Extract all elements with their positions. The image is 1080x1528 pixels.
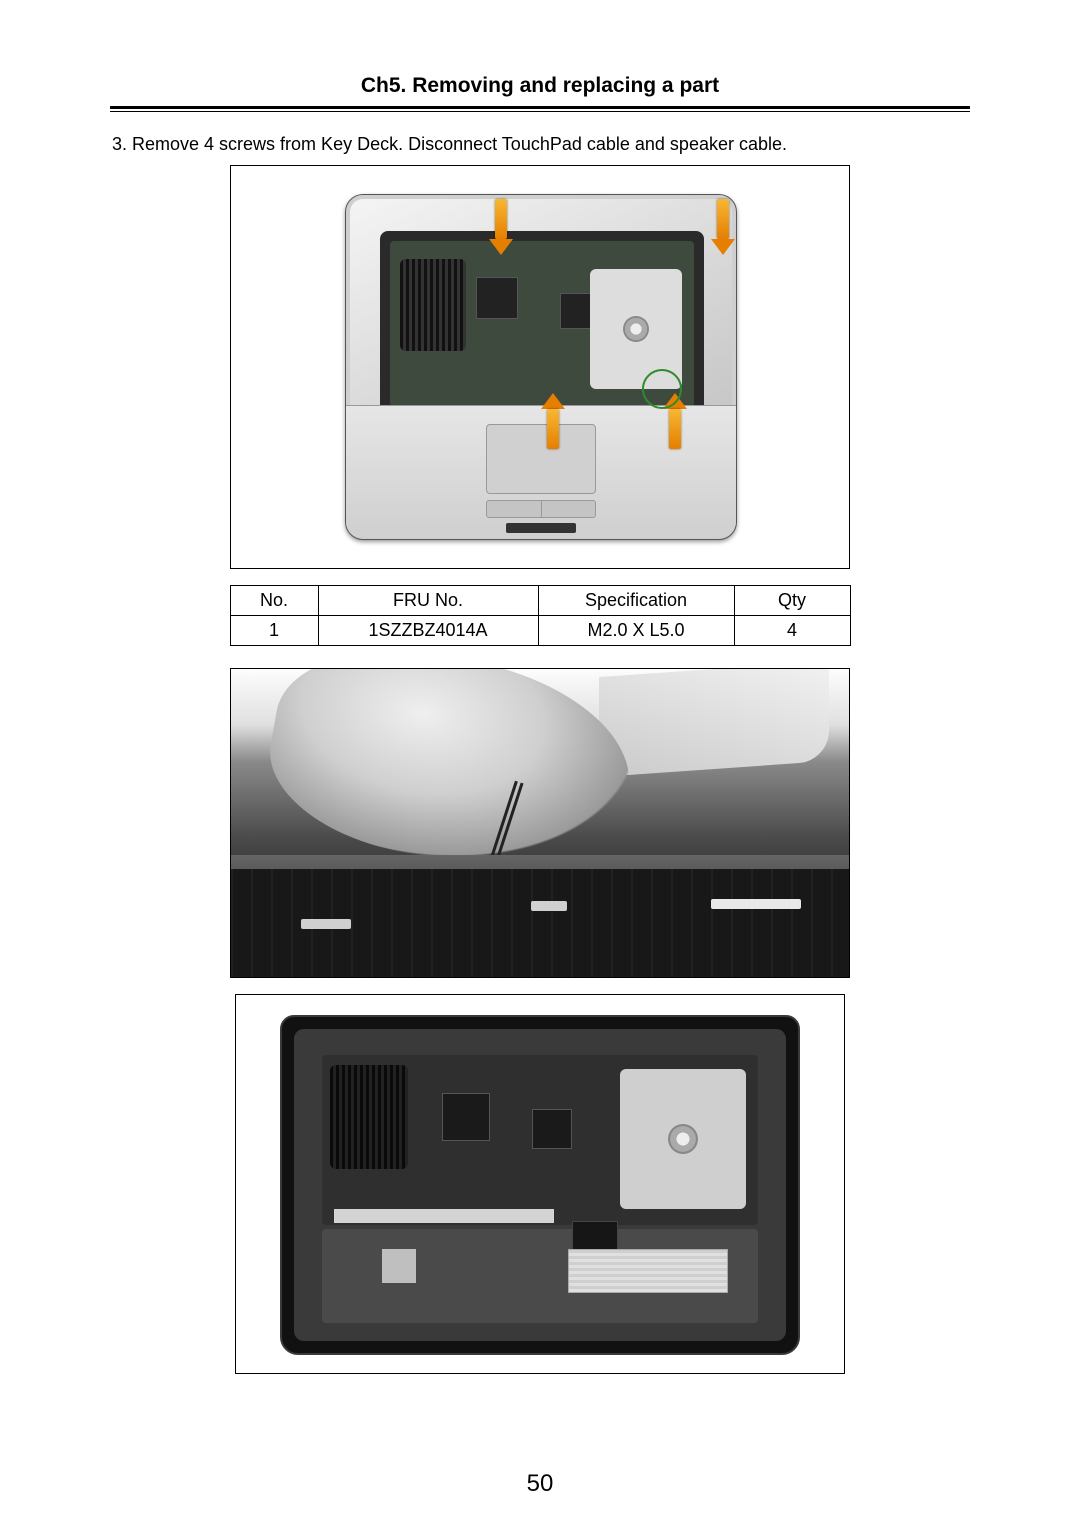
table-header: FRU No. <box>318 586 538 616</box>
page-number: 50 <box>0 1470 1080 1498</box>
table-cell: 1SZZBZ4014A <box>318 616 538 646</box>
figure-mainboard-exposed <box>235 994 845 1374</box>
screw-arrow-down-icon <box>492 199 510 255</box>
header-rule <box>110 106 970 112</box>
page: Ch5. Removing and replacing a part 3. Re… <box>0 0 1080 1528</box>
table-header: Specification <box>538 586 734 616</box>
table-cell: 1 <box>230 616 318 646</box>
screw-arrow-up-icon <box>544 393 562 449</box>
table-row: 11SZZBZ4014AM2.0 X L5.04 <box>230 616 850 646</box>
table-header: Qty <box>734 586 850 616</box>
table-header: No. <box>230 586 318 616</box>
table-cell: M2.0 X L5.0 <box>538 616 734 646</box>
screw-arrow-down-icon <box>714 199 732 255</box>
connector-circle-icon <box>642 369 682 409</box>
screw-spec-table: No.FRU No.SpecificationQty 11SZZBZ4014AM… <box>230 585 851 646</box>
step-instruction: 3. Remove 4 screws from Key Deck. Discon… <box>112 134 970 155</box>
laptop-chassis-illustration <box>345 194 737 540</box>
figure-keydeck-screws <box>230 165 850 569</box>
table-cell: 4 <box>734 616 850 646</box>
chapter-title: Ch5. Removing and replacing a part <box>110 74 970 98</box>
figure-disconnect-cable <box>230 668 850 978</box>
